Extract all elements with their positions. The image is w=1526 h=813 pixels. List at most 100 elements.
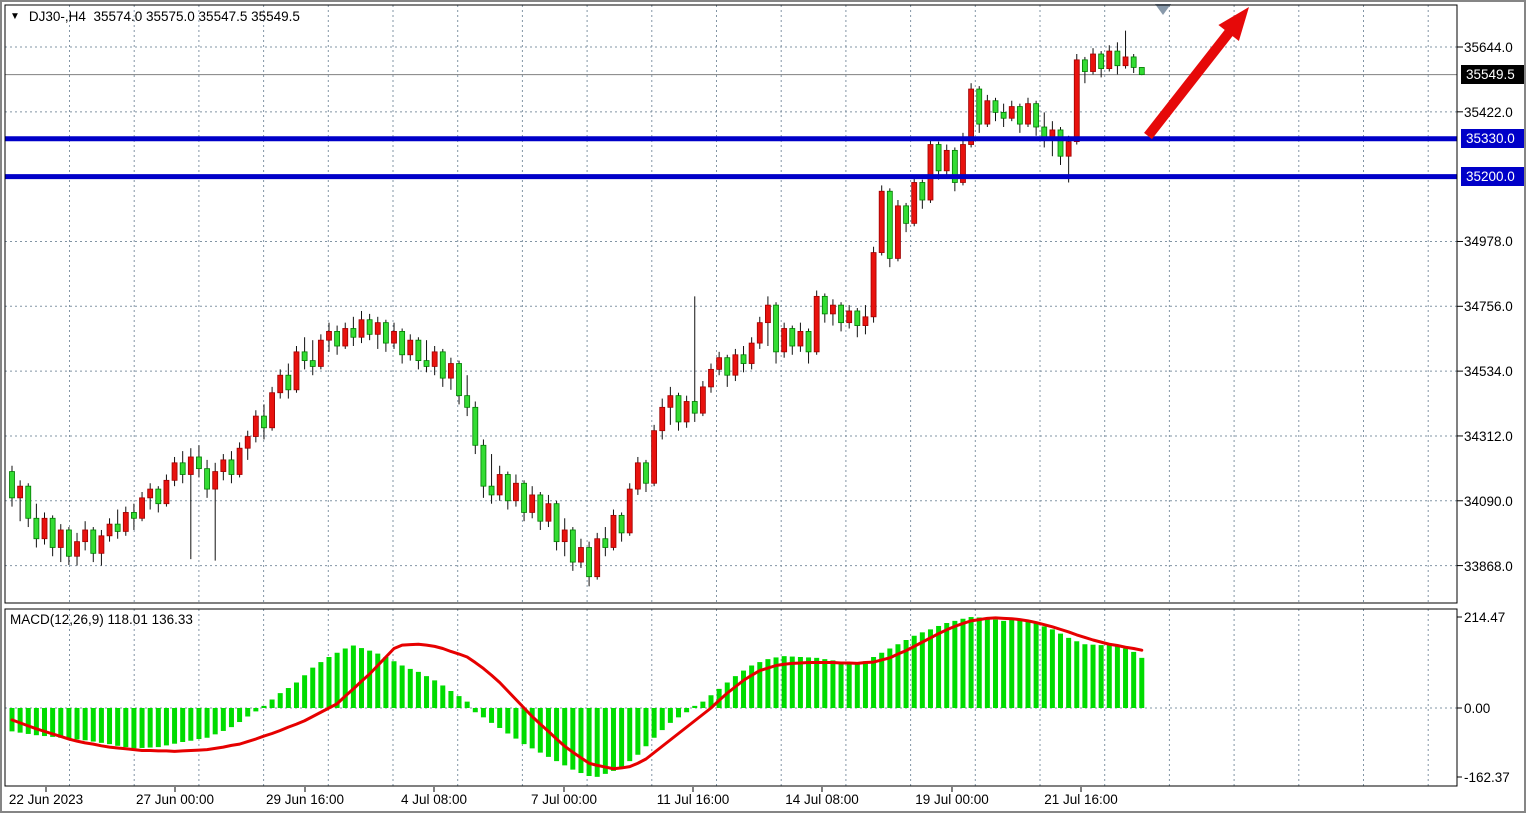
- candle-bear: [854, 310, 861, 326]
- candle-bear: [382, 322, 389, 344]
- macd-histogram-bar: [17, 708, 23, 733]
- candle-bull: [374, 322, 381, 335]
- macd-histogram-bar: [480, 708, 486, 718]
- candle-bear: [951, 149, 958, 183]
- macd-histogram-bar: [1049, 629, 1055, 708]
- candle-bear: [228, 459, 235, 475]
- candle-bear: [1033, 103, 1040, 128]
- candle-bull: [171, 462, 178, 481]
- candle-bull: [545, 503, 552, 522]
- macd-histogram-bar: [700, 701, 706, 708]
- candle-bear: [724, 357, 731, 376]
- macd-histogram-bar: [1106, 643, 1112, 708]
- candle-bear: [33, 517, 40, 540]
- candle-bull: [594, 538, 601, 578]
- candle-bull: [765, 304, 771, 324]
- macd-histogram-bar: [521, 708, 527, 745]
- macd-histogram-bar: [489, 708, 495, 723]
- candle-bull: [699, 386, 706, 414]
- candle-bull: [846, 310, 853, 324]
- macd-histogram-bar: [107, 708, 113, 745]
- candle-bull: [870, 252, 877, 318]
- macd-histogram-bar: [537, 708, 543, 753]
- candle-bull: [163, 479, 170, 505]
- macd-histogram-bar: [228, 708, 234, 728]
- main-panel-border: [4, 4, 1458, 604]
- macd-panel-border: [4, 608, 1458, 787]
- candle-bear: [196, 456, 202, 470]
- title-spacer: [86, 9, 94, 24]
- macd-histogram-bar: [911, 635, 917, 708]
- macd-histogram-bar: [505, 708, 511, 734]
- macd-histogram-bar: [830, 660, 836, 708]
- candle-bull: [147, 488, 154, 499]
- candle-bear: [773, 304, 779, 353]
- macd-histogram-bar: [984, 617, 990, 708]
- macd-histogram-bar: [781, 656, 787, 708]
- macd-histogram-bar: [245, 708, 251, 717]
- macd-histogram-bar: [285, 688, 291, 708]
- macd-indicator-label: MACD(12,26,9) 118.01 136.33: [10, 612, 193, 627]
- trend-arrow-shaft[interactable]: [1144, 23, 1238, 140]
- macd-histogram-bar: [1001, 620, 1007, 708]
- candle-bear: [480, 444, 487, 487]
- candle-bull: [236, 447, 243, 475]
- macd-histogram-bar: [1098, 645, 1104, 708]
- macd-histogram-bar: [692, 705, 698, 708]
- candle-bull: [610, 514, 617, 548]
- symbol-dropdown-icon[interactable]: ▼: [10, 10, 20, 22]
- candle-bear: [155, 488, 162, 505]
- macd-histogram-bar: [497, 708, 503, 728]
- macd-histogram-bar: [163, 708, 169, 746]
- macd-histogram-bar: [1066, 637, 1072, 708]
- level-price-badge: 35200.0: [1461, 167, 1524, 187]
- candle-bull: [41, 517, 48, 540]
- macd-histogram-bar: [513, 708, 519, 739]
- macd-histogram-bar: [139, 708, 145, 748]
- candle-bear: [618, 514, 625, 534]
- candle-bear: [415, 339, 422, 362]
- macd-histogram-bar: [237, 708, 243, 723]
- macd-histogram-bar: [1025, 621, 1031, 708]
- macd-histogram-bar: [757, 662, 763, 708]
- candle-bull: [797, 331, 804, 347]
- macd-histogram-bar: [172, 708, 178, 744]
- macd-histogram-bar: [293, 682, 299, 708]
- time-axis-label: 29 Jun 16:00: [265, 792, 345, 807]
- candle-bull: [122, 512, 129, 532]
- macd-histogram-bar: [862, 661, 868, 708]
- candle-bull: [862, 316, 869, 326]
- macd-histogram-bar: [1114, 645, 1120, 708]
- macd-axis-tick: 214.47: [1464, 610, 1506, 625]
- trend-arrow-head[interactable]: [1218, 7, 1249, 41]
- macd-axis-tick: -162.37: [1464, 770, 1510, 785]
- macd-histogram-bar: [724, 682, 730, 708]
- macd-histogram-bar: [253, 708, 259, 712]
- candle-bear: [301, 351, 308, 362]
- macd-histogram-bar: [741, 670, 747, 708]
- candle-bull: [496, 474, 503, 496]
- candle-bear: [740, 354, 747, 364]
- macd-histogram-bar: [383, 657, 389, 708]
- candle-bull: [1106, 50, 1113, 70]
- macd-histogram-bar: [586, 708, 592, 776]
- macd-histogram-bar: [879, 652, 885, 708]
- time-axis-label: 19 Jul 00:00: [915, 792, 989, 807]
- price-axis-tick: 34978.0: [1464, 234, 1513, 250]
- macd-histogram-bar: [797, 657, 803, 708]
- candle-bull: [326, 331, 332, 341]
- candle-bear: [903, 205, 909, 224]
- candle-bull: [1008, 106, 1015, 119]
- level-price-badge: 35330.0: [1461, 129, 1524, 149]
- macd-histogram-bar: [610, 708, 616, 771]
- macd-histogram-bar: [464, 701, 470, 708]
- candle-bear: [1057, 129, 1064, 157]
- macd-histogram-bar: [854, 662, 860, 708]
- candle-bear: [586, 547, 592, 578]
- candle-bull: [659, 406, 666, 432]
- macd-histogram-bar: [415, 671, 421, 708]
- candle-bull: [561, 529, 568, 543]
- candle-bear: [423, 360, 430, 367]
- macd-histogram-bar: [440, 685, 446, 708]
